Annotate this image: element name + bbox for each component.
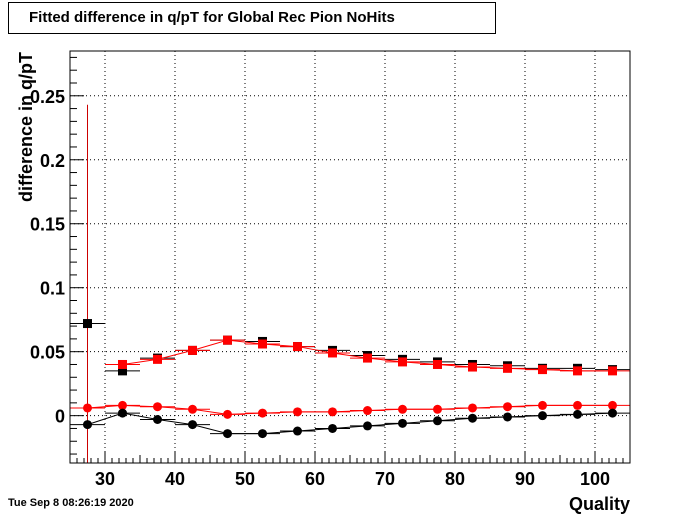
y-axis-label: difference in q/pT [16,52,36,202]
data-point [433,359,442,369]
data-point [398,418,407,428]
x-tick-label: 60 [305,469,325,489]
data-point [433,404,442,414]
data-point [223,429,232,439]
data-point [503,363,512,373]
data-point [153,402,162,412]
y-tick-label: 0.05 [30,343,65,363]
data-point [293,342,302,352]
series-3 [70,408,630,439]
data-point [118,408,127,418]
data-point [328,423,337,433]
x-tick-label: 40 [165,469,185,489]
x-tick-label: 70 [375,469,395,489]
data-point [328,348,337,358]
data-point [223,409,232,419]
data-point [468,413,477,423]
plot-area [70,51,630,463]
data-point [503,412,512,422]
data-point [223,335,232,345]
data-point [363,353,372,363]
data-point [468,403,477,413]
y-tick-label: 0.2 [40,151,65,171]
data-point [363,406,372,416]
data-point [538,411,547,421]
data-point [293,426,302,436]
x-tick-label: 50 [235,469,255,489]
data-point [468,362,477,372]
data-point [293,407,302,417]
data-point [608,408,617,418]
data-point [538,400,547,410]
grid [70,51,630,463]
y-tick-label: 0.15 [30,215,65,235]
data-point [83,403,92,413]
data-point [258,408,267,418]
data-point [608,400,617,410]
series-line [87,412,613,435]
data-point [608,366,617,376]
data-point [258,339,267,349]
data-point [188,420,197,430]
y-tick-label: 0.25 [30,87,65,107]
series-1 [105,335,630,376]
data-point [328,407,337,417]
y-tick-label: 0 [55,407,65,427]
data-point [573,366,582,376]
series-line [87,404,613,415]
data-point [153,414,162,424]
x-tick-label: 100 [580,469,610,489]
data-point [398,404,407,414]
data-point [118,366,127,376]
data-point [153,354,162,364]
chart-title: Fitted difference in q/pT for Global Rec… [8,2,496,34]
data-point [118,359,127,369]
x-tick-label: 30 [95,469,115,489]
data-point [573,400,582,410]
data-point [538,365,547,375]
data-point [398,357,407,367]
data-point [188,345,197,355]
data-point [573,409,582,419]
data-point [188,404,197,414]
data-point [258,429,267,439]
data-point [83,420,92,430]
series-2 [70,400,630,419]
x-axis-label: Quality [569,494,630,514]
data-point [118,400,127,410]
x-tick-label: 80 [445,469,465,489]
x-tick-label: 90 [515,469,535,489]
data-point [363,421,372,431]
axes: 30 40 50 60 70 80 90 100 0 0.05 0.1 0.15 0.2 0.25 [30,56,631,489]
y-tick-label: 0.1 [40,279,65,299]
series-layer [70,104,630,463]
data-point [433,416,442,426]
data-point [83,319,92,329]
data-point [503,402,512,412]
timestamp: Tue Sep 8 08:26:19 2020 [8,497,134,509]
